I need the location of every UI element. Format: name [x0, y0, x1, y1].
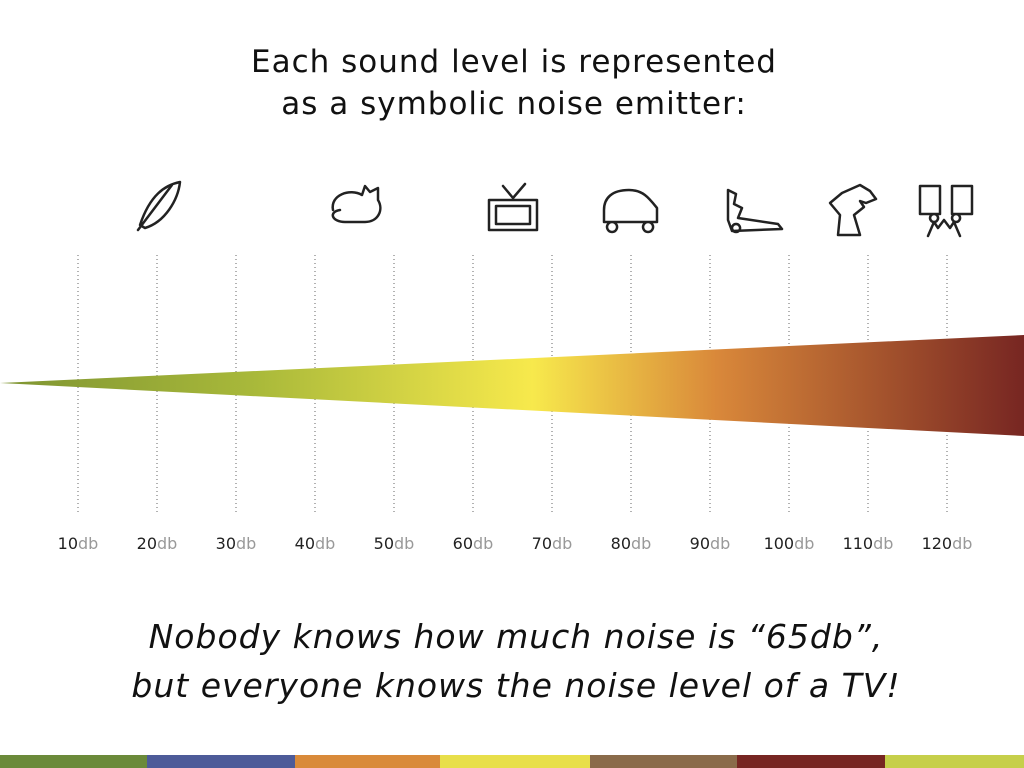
scale-label: 120db [922, 534, 973, 553]
footer-segment [885, 755, 1024, 768]
level-number: 50 [374, 534, 394, 553]
level-unit: db [710, 534, 730, 553]
level-unit: db [552, 534, 572, 553]
title-line: as a symbolic noise emitter: [281, 86, 747, 122]
level-number: 60 [453, 534, 473, 553]
level-number: 70 [532, 534, 552, 553]
dotted-guides [77, 255, 948, 515]
level-number: 20 [137, 534, 157, 553]
scale-label: 110db [843, 534, 894, 553]
scale-label: 50db [374, 534, 415, 553]
footer-bar [0, 755, 1024, 768]
level-number: 110 [843, 534, 874, 553]
car-icon [602, 188, 659, 234]
band-icon [918, 184, 974, 238]
level-unit: db [78, 534, 98, 553]
level-number: 40 [295, 534, 315, 553]
scale-label: 60db [453, 534, 494, 553]
footer-segment [590, 755, 737, 768]
level-number: 10 [58, 534, 78, 553]
feather-icon [136, 180, 182, 232]
dragster-icon [726, 188, 784, 234]
tv-icon [487, 182, 539, 232]
icons [136, 180, 974, 238]
scale-label: 10db [58, 534, 99, 553]
level-unit: db [236, 534, 256, 553]
footer-segment [440, 755, 590, 768]
scale-label: 80db [611, 534, 652, 553]
title-line: Each sound level is represented [251, 44, 777, 80]
cat-icon [331, 184, 382, 224]
scale-label: 90db [690, 534, 731, 553]
footer-segment [147, 755, 295, 768]
footer-segment [737, 755, 885, 768]
scale-label: 30db [216, 534, 257, 553]
scale-labels: 10db 20db 30db 40db 50db 60db 70db 80db 90db 100d… [58, 534, 973, 553]
level-unit: db [473, 534, 493, 553]
level-unit: db [952, 534, 972, 553]
level-number: 30 [216, 534, 236, 553]
dinosaur-icon [828, 183, 878, 237]
level-unit: db [631, 534, 651, 553]
level-number: 120 [922, 534, 953, 553]
scale-label: 20db [137, 534, 178, 553]
level-unit: db [157, 534, 177, 553]
loudness-wedge [0, 335, 1024, 436]
level-unit: db [873, 534, 893, 553]
level-number: 80 [611, 534, 631, 553]
caption-line: but everyone knows the noise level of a … [131, 666, 900, 705]
level-unit: db [394, 534, 414, 553]
level-unit: db [794, 534, 814, 553]
footer-segment [0, 755, 147, 768]
scale-label: 40db [295, 534, 336, 553]
scale-label: 100db [764, 534, 815, 553]
caption-line: Nobody knows how much noise is “65db”, [149, 617, 884, 656]
level-number: 100 [764, 534, 795, 553]
level-unit: db [315, 534, 335, 553]
footer-segment [295, 755, 440, 768]
scale-label: 70db [532, 534, 573, 553]
level-number: 90 [690, 534, 710, 553]
